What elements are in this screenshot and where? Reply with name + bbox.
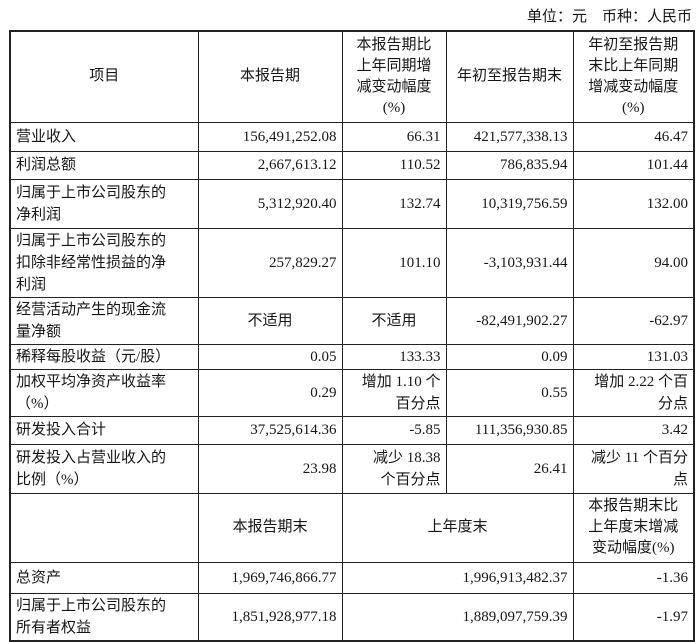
ytd-value: 421,577,338.13 — [445, 121, 574, 152]
change-value: 132.74 — [341, 178, 447, 229]
section1-header-row: 项目 本报告期 本报告期比 上年同期增 减变动幅度 (%) 年初至报告期末 年初… — [9, 30, 695, 123]
table-row-weighted-avg-roe: 加权平均净资产收益率 （%） 0.29 增加 1.10 个 百分点 0.55 增… — [9, 368, 695, 417]
table-row-net-profit-deducted: 归属于上市公司股东的 扣除非经常性损益的净 利润 257,829.27 101.… — [9, 227, 695, 298]
header-empty-cell — [9, 492, 199, 563]
table-row-diluted-eps: 稀释每股收益（元/股） 0.05 133.33 0.09 131.03 — [9, 343, 695, 370]
row-label: 归属于上市公司股东的 扣除非经常性损益的净 利润 — [9, 227, 199, 298]
table-row-revenue: 营业收入 156,491,252.08 66.31 421,577,338.13… — [9, 121, 695, 152]
ytd-value: 0.55 — [445, 368, 574, 417]
table-row-total-profit: 利润总额 2,667,613.12 110.52 786,835.94 101.… — [9, 150, 695, 180]
current-period-value: 不适用 — [197, 296, 343, 345]
ytd-value: 786,835.94 — [445, 150, 574, 180]
header-ytd: 年初至报告期末 — [445, 30, 574, 123]
prior-year-end-value: 1,996,913,482.37 — [341, 561, 574, 594]
ytd-change-value: 3.42 — [572, 415, 695, 445]
current-period-value: 37,525,614.36 — [197, 415, 343, 445]
current-period-value: 0.29 — [197, 368, 343, 417]
change-value: 66.31 — [341, 121, 447, 152]
change-value: 不适用 — [341, 296, 447, 345]
end-change-value: -1.36 — [572, 561, 695, 594]
change-value: 133.33 — [341, 343, 447, 370]
ytd-change-value: 132.00 — [572, 178, 695, 229]
current-period-value: 257,829.27 — [197, 227, 343, 298]
row-label: 经营活动产生的现金流 量净额 — [9, 296, 199, 345]
table-row-operating-cash-flow: 经营活动产生的现金流 量净额 不适用 不适用 -82,491,902.27 -6… — [9, 296, 695, 345]
unit-currency-note: 单位：元 币种：人民币 — [526, 9, 692, 25]
row-label: 稀释每股收益（元/股） — [9, 343, 199, 370]
change-value: 减少 18.38 个百分点 — [341, 443, 447, 494]
ytd-value: 26.41 — [445, 443, 574, 494]
row-label: 研发投入占营业收入的 比例（%） — [9, 443, 199, 494]
ytd-value: 111,356,930.85 — [445, 415, 574, 445]
table-row-owners-equity: 归属于上市公司股东的 所有者权益 1,851,928,977.18 1,889,… — [9, 592, 695, 642]
table-row-total-assets: 总资产 1,969,746,866.77 1,996,913,482.37 -1… — [9, 561, 695, 594]
end-change-value: -1.97 — [572, 592, 695, 642]
header-current-vs-prior-change: 本报告期比 上年同期增 减变动幅度 (%) — [341, 30, 447, 123]
current-period-end-value: 1,969,746,866.77 — [197, 561, 343, 594]
current-period-value: 156,491,252.08 — [197, 121, 343, 152]
ytd-change-value: -62.97 — [572, 296, 695, 345]
ytd-change-value: 46.47 — [572, 121, 695, 152]
row-label: 营业收入 — [9, 121, 199, 152]
change-value: 101.10 — [341, 227, 447, 298]
header-current-period: 本报告期 — [197, 30, 343, 123]
ytd-value: -82,491,902.27 — [445, 296, 574, 345]
table-row-net-profit: 归属于上市公司股东的 净利润 5,312,920.40 132.74 10,31… — [9, 178, 695, 229]
row-label: 总资产 — [9, 561, 199, 594]
ytd-value: 10,319,756.59 — [445, 178, 574, 229]
current-period-value: 0.05 — [197, 343, 343, 370]
change-value: 增加 1.10 个 百分点 — [341, 368, 447, 417]
row-label: 归属于上市公司股东的 净利润 — [9, 178, 199, 229]
header-ytd-vs-prior-change: 年初至报告期 末比上年同期 增减变动幅度 (%) — [572, 30, 695, 123]
current-period-value: 2,667,613.12 — [197, 150, 343, 180]
header-end-vs-prior-change: 本报告期末比 上年度末增减 变动幅度(%) — [572, 492, 695, 563]
row-label: 加权平均净资产收益率 （%） — [9, 368, 199, 417]
prior-year-end-value: 1,889,097,759.39 — [341, 592, 574, 642]
table-row-rd-investment-total: 研发投入合计 37,525,614.36 -5.85 111,356,930.8… — [9, 415, 695, 445]
ytd-change-value: 131.03 — [572, 343, 695, 370]
ytd-change-value: 101.44 — [572, 150, 695, 180]
row-label: 利润总额 — [9, 150, 199, 180]
table-row-rd-ratio: 研发投入占营业收入的 比例（%） 23.98 减少 18.38 个百分点 26.… — [9, 443, 695, 494]
header-prior-year-end: 上年度末 — [341, 492, 574, 563]
financial-summary-table: 项目 本报告期 本报告期比 上年同期增 减变动幅度 (%) 年初至报告期末 年初… — [9, 30, 695, 642]
change-value: -5.85 — [341, 415, 447, 445]
ytd-change-value: 减少 11 个百分 点 — [572, 443, 695, 494]
current-period-end-value: 1,851,928,977.18 — [197, 592, 343, 642]
current-period-value: 23.98 — [197, 443, 343, 494]
ytd-change-value: 增加 2.22 个百 分点 — [572, 368, 695, 417]
section2-header-row: 本报告期末 上年度末 本报告期末比 上年度末增减 变动幅度(%) — [9, 492, 695, 563]
header-item: 项目 — [9, 30, 199, 123]
ytd-change-value: 94.00 — [572, 227, 695, 298]
change-value: 110.52 — [341, 150, 447, 180]
header-current-period-end: 本报告期末 — [197, 492, 343, 563]
row-label: 归属于上市公司股东的 所有者权益 — [9, 592, 199, 642]
row-label: 研发投入合计 — [9, 415, 199, 445]
ytd-value: -3,103,931.44 — [445, 227, 574, 298]
current-period-value: 5,312,920.40 — [197, 178, 343, 229]
ytd-value: 0.09 — [445, 343, 574, 370]
